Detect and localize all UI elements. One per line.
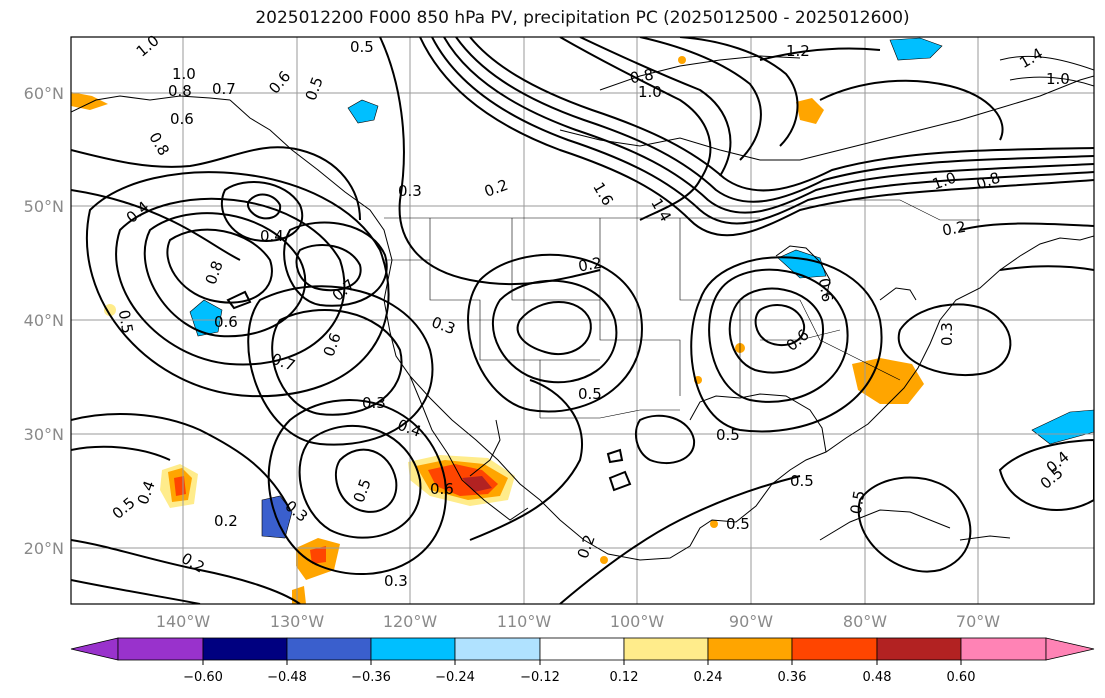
precip-shading bbox=[71, 37, 1094, 604]
colorbar-tick-label: −0.48 bbox=[267, 670, 307, 685]
lat-label: 30°N bbox=[24, 425, 64, 444]
colorbar-tick-label: −0.60 bbox=[183, 670, 223, 685]
contour-label: 0.7 bbox=[212, 80, 236, 98]
contour-label: 0.5 bbox=[790, 472, 814, 490]
contour-label: 1.0 bbox=[172, 65, 196, 83]
lon-label: 80°W bbox=[843, 612, 887, 631]
colorbar-segment bbox=[707, 637, 793, 661]
contour-label: 0.8 bbox=[168, 82, 192, 100]
colorbar-segment bbox=[454, 637, 541, 661]
contour-label: 0.2 bbox=[214, 512, 238, 530]
contour-label: 0.5 bbox=[726, 515, 750, 533]
lon-label: 130°W bbox=[270, 612, 325, 631]
colorbar-segment bbox=[623, 637, 709, 661]
precip-area-negative bbox=[1031, 409, 1094, 445]
precip-area-positive bbox=[174, 476, 186, 496]
contour-label: 0.2 bbox=[577, 254, 604, 276]
colorbar-tick-label: 0.24 bbox=[694, 670, 723, 685]
lon-label: 140°W bbox=[156, 612, 211, 631]
colorbar-segment bbox=[876, 637, 962, 661]
lon-label: 120°W bbox=[383, 612, 438, 631]
precip-area-positive bbox=[71, 92, 108, 110]
colorbar-segment bbox=[960, 637, 1047, 661]
map-title: 2025012200 F000 850 hPa PV, precipitatio… bbox=[255, 8, 910, 28]
colorbar-tick-label: −0.12 bbox=[520, 670, 560, 685]
pv-contours-thin bbox=[999, 55, 1094, 87]
precip-area-positive bbox=[678, 56, 686, 64]
contour-label: 0.3 bbox=[938, 322, 956, 346]
longitude-labels: 140°W 130°W 120°W 110°W 100°W 90°W 80°W … bbox=[156, 612, 1000, 631]
colorbar-segment bbox=[370, 637, 456, 661]
contour-label: 0.3 bbox=[398, 182, 422, 200]
contour-label: 0.6 bbox=[214, 313, 238, 331]
contour-label: 0.5 bbox=[350, 38, 374, 56]
contour-label: 1.0 bbox=[1046, 70, 1070, 88]
lon-label: 100°W bbox=[610, 612, 665, 631]
contour-label: 1.2 bbox=[786, 42, 810, 60]
contour-label: 0.5 bbox=[115, 308, 137, 335]
colorbar-tick-label: −0.24 bbox=[435, 670, 475, 685]
contour-label: 0.6 bbox=[430, 480, 454, 498]
colorbar: −0.60 −0.48 −0.36 −0.24 −0.12 0.12 0.24 … bbox=[70, 637, 1095, 685]
colorbar-tick-label: 0.36 bbox=[778, 670, 807, 685]
precip-area-negative bbox=[189, 299, 223, 337]
contour-label: 0.5 bbox=[847, 489, 869, 516]
precip-area-positive bbox=[710, 520, 718, 528]
precip-area-positive bbox=[292, 586, 306, 604]
contour-label: 0.2 bbox=[941, 218, 968, 240]
lat-label: 20°N bbox=[24, 539, 64, 558]
contour-label: 0.8 bbox=[628, 65, 655, 87]
contour-label: 0.4 bbox=[260, 227, 284, 245]
contour-label: 0.5 bbox=[716, 426, 740, 444]
lat-label: 50°N bbox=[24, 197, 64, 216]
graticule bbox=[71, 37, 1094, 604]
precip-area-positive bbox=[796, 98, 824, 124]
colorbar-tick-label: 0.60 bbox=[947, 670, 976, 685]
state-borders bbox=[384, 199, 980, 419]
contour-label: 0.6 bbox=[170, 110, 194, 128]
colorbar-extend-high bbox=[1045, 637, 1095, 661]
colorbar-segment bbox=[286, 637, 372, 661]
precip-area-negative bbox=[889, 37, 943, 61]
map-frame bbox=[70, 36, 1095, 605]
contour-label: 0.3 bbox=[362, 394, 386, 412]
colorbar-tick-label: −0.36 bbox=[351, 670, 391, 685]
precip-area-positive bbox=[852, 358, 924, 404]
colorbar-tick-label: 0.48 bbox=[863, 670, 892, 685]
pv-contours bbox=[71, 37, 1094, 604]
colorbar-tick-label: 0.12 bbox=[610, 670, 639, 685]
lat-label: 60°N bbox=[24, 84, 64, 103]
colorbar-segment bbox=[117, 637, 204, 661]
precip-area-negative bbox=[347, 99, 379, 124]
coastlines bbox=[71, 55, 1094, 561]
lon-label: 110°W bbox=[497, 612, 552, 631]
colorbar-segment bbox=[791, 637, 878, 661]
precip-area-positive bbox=[600, 556, 608, 564]
lat-label: 40°N bbox=[24, 311, 64, 330]
contour-label: 0.6 bbox=[815, 277, 837, 304]
colorbar-segment bbox=[539, 637, 625, 661]
contour-label: 0.3 bbox=[384, 572, 408, 590]
colorbar-segment bbox=[202, 637, 288, 661]
colorbar-extend-low bbox=[70, 637, 119, 661]
precip-area-positive bbox=[462, 476, 492, 492]
precip-area-positive bbox=[310, 546, 326, 564]
latitude-labels: 60°N 50°N 40°N 30°N 20°N bbox=[24, 84, 64, 558]
contour-label: 0.5 bbox=[578, 385, 602, 403]
lon-label: 70°W bbox=[956, 612, 1000, 631]
contour-label: 1.0 bbox=[638, 83, 662, 101]
lon-label: 90°W bbox=[729, 612, 773, 631]
precip-area-positive bbox=[104, 304, 116, 316]
